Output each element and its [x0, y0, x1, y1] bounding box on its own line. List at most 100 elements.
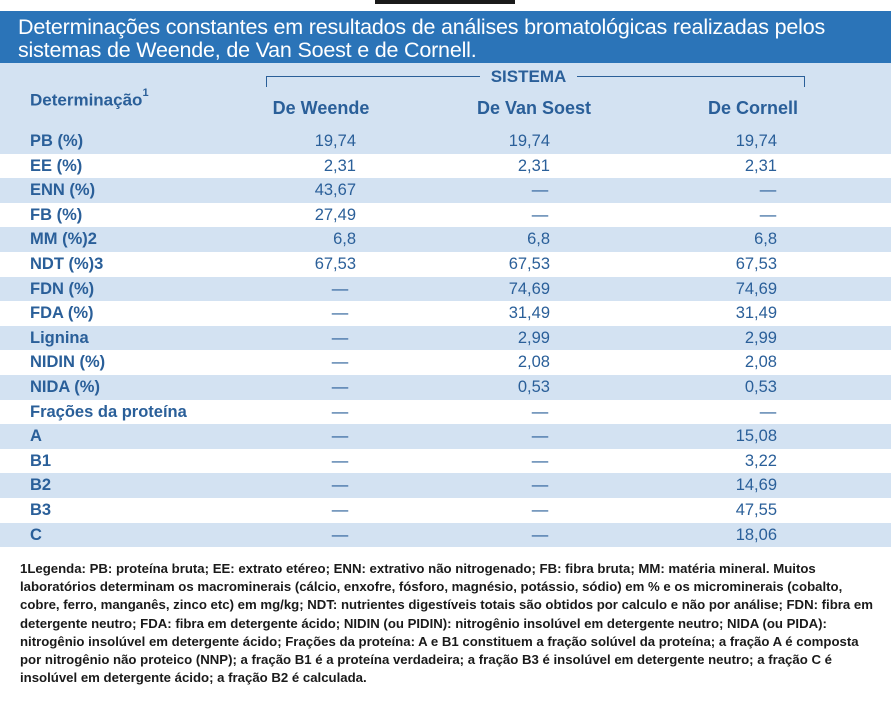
row-label: C — [30, 525, 42, 544]
row-label: EE (%) — [30, 156, 83, 175]
cell-van-soest: 31,49 — [508, 304, 550, 323]
row-label: MM (%)2 — [30, 230, 97, 249]
cell-weende: — — [331, 279, 349, 298]
cell-cornell: 15,08 — [735, 427, 777, 446]
cropped-table-tab — [375, 0, 515, 4]
table-row: B1 — — 3,22 — [0, 449, 891, 474]
table-row: NDT (%)3 67,53 67,53 67,53 — [0, 252, 891, 277]
cell-van-soest: 6,8 — [527, 230, 550, 249]
cell-cornell: 3,22 — [744, 451, 777, 470]
legend-text: 1Legenda: PB: proteína bruta; EE: extrat… — [20, 561, 873, 686]
row-label: NDT (%)3 — [30, 254, 104, 273]
table-row: C — — 18,06 — [0, 522, 891, 548]
cell-weende: — — [331, 451, 349, 470]
table-row: B2 — — 14,69 — [0, 473, 891, 498]
sistema-bracket-right — [577, 76, 805, 87]
cell-van-soest: 74,69 — [508, 279, 550, 298]
cell-weende: — — [331, 500, 349, 519]
table-row: EE (%) 2,31 2,31 2,31 — [0, 154, 891, 179]
cell-cornell: 2,99 — [744, 328, 777, 347]
column-header-van-soest: De Van Soest — [476, 98, 592, 118]
cell-cornell: — — [759, 402, 777, 421]
determinacao-label: Determinação — [30, 90, 143, 110]
table-row: FDA (%) — 31,49 31,49 — [0, 301, 891, 326]
cell-weende: — — [331, 476, 349, 495]
cell-cornell: — — [759, 181, 777, 200]
row-label: Lignina — [30, 328, 89, 347]
cell-van-soest: 67,53 — [508, 254, 550, 273]
table-row: ENN (%) 43,67 — — — [0, 178, 891, 203]
row-label: NIDIN (%) — [30, 353, 106, 372]
table-row: NIDA (%) — 0,53 0,53 — [0, 374, 891, 400]
table-row: A — — 15,08 — [0, 424, 891, 449]
determinacao-footnote-mark: 1 — [142, 87, 149, 99]
cell-weende: — — [331, 402, 349, 421]
cell-van-soest: — — [531, 181, 549, 200]
cell-cornell: 14,69 — [735, 476, 777, 495]
table-row: Frações da proteína — — — — [0, 400, 891, 425]
cell-weende: 2,31 — [323, 156, 356, 175]
table-row: NIDIN (%) — 2,08 2,08 — [0, 350, 891, 375]
cell-cornell: 67,53 — [735, 254, 777, 273]
cell-weende: 43,67 — [314, 181, 356, 200]
cell-van-soest: — — [531, 402, 549, 421]
cell-van-soest: 2,99 — [517, 328, 550, 347]
table-header: Determinação1 — [0, 63, 891, 129]
cell-weende: 6,8 — [333, 230, 356, 249]
row-label: Frações da proteína — [30, 402, 187, 421]
cell-weende: — — [331, 525, 349, 544]
row-label: B1 — [30, 451, 52, 470]
sistema-header: SISTEMA — [490, 67, 567, 86]
cell-weende: — — [331, 328, 349, 347]
cell-van-soest: 0,53 — [517, 377, 550, 396]
cell-weende: 67,53 — [314, 254, 356, 273]
cell-cornell: 2,31 — [744, 156, 777, 175]
row-label: B3 — [30, 500, 52, 519]
cell-van-soest: — — [531, 476, 549, 495]
column-header-cornell: De Cornell — [707, 98, 799, 118]
table-title: Determinações constantes em resultados d… — [0, 11, 891, 63]
sistema-bracket-left — [266, 76, 480, 87]
row-label: A — [30, 427, 42, 446]
top-strip — [0, 0, 891, 11]
cell-cornell: 6,8 — [754, 230, 777, 249]
cell-van-soest: — — [531, 427, 549, 446]
cell-van-soest: 19,74 — [508, 132, 550, 150]
row-label: FDN (%) — [30, 279, 95, 298]
table-row: PB (%) 19,74 19,74 19,74 — [0, 129, 891, 154]
cell-van-soest: — — [531, 500, 549, 519]
row-label: ENN (%) — [30, 181, 96, 200]
cell-van-soest: — — [531, 525, 549, 544]
cell-cornell: 18,06 — [735, 525, 777, 544]
table-row: MM (%)2 6,8 6,8 6,8 — [0, 227, 891, 252]
cell-cornell: 19,74 — [735, 132, 777, 150]
row-label: PB (%) — [30, 132, 84, 150]
table-row: Lignina — 2,99 2,99 — [0, 325, 891, 351]
table-row: FB (%) 27,49 — — — [0, 203, 891, 228]
determinacao-header: Determinação1 — [30, 87, 149, 111]
row-label: B2 — [30, 476, 52, 495]
cell-cornell: 2,08 — [744, 353, 777, 372]
row-label: NIDA (%) — [30, 377, 100, 396]
cell-cornell: 47,55 — [735, 500, 777, 519]
cell-weende: — — [331, 304, 349, 323]
cell-weende: 19,74 — [314, 132, 356, 150]
cell-van-soest: — — [531, 451, 549, 470]
cell-cornell: 31,49 — [735, 304, 777, 323]
cell-cornell: — — [759, 205, 777, 224]
cell-van-soest: 2,08 — [517, 353, 550, 372]
cell-weende: — — [331, 353, 349, 372]
table-row: B3 — — 47,55 — [0, 498, 891, 523]
column-header-weende: De Weende — [272, 98, 370, 118]
cell-weende: — — [331, 427, 349, 446]
table-body: PB (%) 19,74 19,74 19,74 EE (%) 2,31 2,31 2,31 E… — [0, 129, 891, 548]
row-label: FB (%) — [30, 205, 83, 224]
cell-cornell: 74,69 — [735, 279, 777, 298]
cell-weende: 27,49 — [314, 205, 356, 224]
cell-cornell: 0,53 — [744, 377, 777, 396]
cell-van-soest: 2,31 — [517, 156, 550, 175]
table-row: FDN (%) — 74,69 74,69 — [0, 276, 891, 302]
cell-van-soest: — — [531, 205, 549, 224]
row-label: FDA (%) — [30, 304, 94, 323]
cell-weende: — — [331, 377, 349, 396]
